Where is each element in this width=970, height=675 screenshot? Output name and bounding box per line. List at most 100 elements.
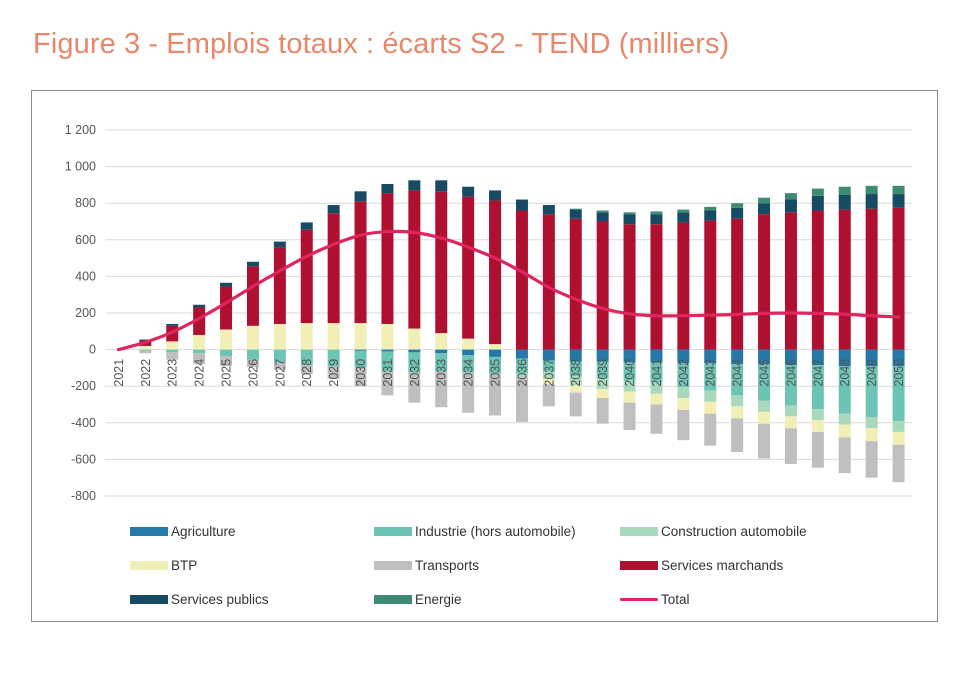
bar-segment-industrie-hors-automobile <box>892 366 905 421</box>
x-tick-label: 2025 <box>220 359 234 387</box>
bar-segment-industrie-hors-automobile <box>408 352 421 373</box>
bar-segment-transports <box>838 437 851 474</box>
bar-segment-industrie-hors-automobile <box>515 358 528 374</box>
legend-item-services-marchands: Services marchands <box>620 558 783 573</box>
bar-segment-construction-automobile <box>623 380 636 392</box>
bar-segment-services-publics <box>892 194 905 208</box>
legend-item-transports: Transports <box>374 558 479 573</box>
bar-segment-industrie-hors-automobile <box>623 362 636 381</box>
bar-segment-services-publics <box>462 186 475 197</box>
y-tick-label: 200 <box>75 306 96 320</box>
bar-stack-2031 <box>381 183 394 396</box>
bar-segment-construction-automobile <box>731 395 744 407</box>
bar-segment-btp <box>596 388 609 399</box>
bar-segment-industrie-hors-automobile <box>811 365 824 410</box>
bar-segment-services-publics <box>408 180 421 191</box>
bar-segment-services-publics <box>865 194 878 209</box>
bar-stack-2039 <box>596 210 609 424</box>
bar-segment-btp <box>623 391 636 403</box>
y-tick-label: -600 <box>71 452 96 466</box>
bar-segment-agriculture <box>758 349 771 365</box>
bar-segment-services-marchands <box>811 210 824 350</box>
bar-segment-agriculture <box>408 349 421 353</box>
bar-segment-transports <box>139 350 152 354</box>
legend-swatch-agriculture <box>130 527 168 536</box>
bar-segment-industrie-hors-automobile <box>246 349 259 360</box>
bar-segment-btp <box>166 341 179 350</box>
bar-segment-construction-automobile <box>542 371 555 379</box>
bar-stack-2032 <box>408 180 421 403</box>
x-tick-label: 2038 <box>569 359 583 387</box>
legend-swatch-construction-automobile <box>620 527 658 536</box>
bar-segment-energie <box>623 212 636 215</box>
bar-segment-btp <box>193 334 206 350</box>
x-tick-label: 2032 <box>408 359 422 387</box>
y-tick-label: 1 000 <box>65 160 96 174</box>
bar-segment-construction-automobile <box>838 413 851 425</box>
bar-segment-btp <box>542 378 555 385</box>
bar-stack-2041 <box>650 211 663 434</box>
bar-segment-services-marchands <box>435 191 448 334</box>
bar-segment-industrie-hors-automobile <box>354 350 367 368</box>
legend-item-services-publics: Services publics <box>130 592 269 607</box>
bar-segment-industrie-hors-automobile <box>462 355 475 373</box>
bar-segment-services-publics <box>731 207 744 219</box>
bar-segment-btp <box>704 401 717 414</box>
bar-segment-industrie-hors-automobile <box>193 349 206 354</box>
bar-segment-services-publics <box>704 210 717 221</box>
bar-segment-industrie-hors-automobile <box>865 366 878 418</box>
bar-segment-agriculture <box>731 349 744 365</box>
bar-segment-transports <box>542 384 555 407</box>
bar-segment-industrie-hors-automobile <box>677 363 690 388</box>
bar-segment-agriculture <box>354 349 367 351</box>
bar-segment-services-marchands <box>731 218 744 350</box>
bar-segment-agriculture <box>569 349 582 362</box>
bar-segment-industrie-hors-automobile <box>139 349 152 351</box>
legend-label: Transports <box>415 558 480 573</box>
bar-stack-2047 <box>811 188 824 468</box>
bar-stack-2046 <box>784 193 797 464</box>
bar-segment-transports <box>381 371 394 396</box>
y-tick-label: -200 <box>71 379 96 393</box>
bar-stack-2049 <box>865 185 878 478</box>
bar-segment-industrie-hors-automobile <box>569 361 582 377</box>
bar-segment-construction-automobile <box>677 387 690 399</box>
bar-segment-btp <box>784 416 797 429</box>
bar-segment-transports <box>408 372 421 403</box>
bar-segment-services-publics <box>166 323 179 326</box>
y-tick-label: 600 <box>75 233 96 247</box>
bar-segment-energie <box>704 206 717 211</box>
bar-segment-services-publics <box>784 199 797 213</box>
x-tick-label: 2039 <box>596 359 610 387</box>
legend-label: BTP <box>171 558 198 573</box>
bar-segment-industrie-hors-automobile <box>650 362 663 383</box>
bar-segment-transports <box>435 371 448 408</box>
bar-stack-2043 <box>704 206 717 446</box>
bar-segment-industrie-hors-automobile <box>731 364 744 396</box>
total-line <box>116 229 901 352</box>
bar-segment-services-marchands <box>246 266 259 326</box>
bar-segment-construction-automobile <box>596 377 609 389</box>
total-line-group <box>116 229 901 352</box>
bar-segment-services-marchands <box>354 201 367 324</box>
bar-segment-industrie-hors-automobile <box>273 349 286 363</box>
bar-stack-2024 <box>193 304 206 365</box>
bar-segment-services-publics <box>220 282 233 287</box>
bar-stack-2042 <box>677 209 690 441</box>
bar-segment-services-publics <box>300 222 313 230</box>
legend-item-construction-automobile: Construction automobile <box>620 524 807 539</box>
bar-segment-energie <box>650 211 663 215</box>
bar-stack-2044 <box>731 203 744 453</box>
bar-segment-btp <box>892 431 905 445</box>
bar-segment-services-publics <box>381 183 394 194</box>
bar-segment-energie <box>677 209 690 213</box>
bar-segment-services-publics <box>758 203 771 215</box>
x-tick-label: 2043 <box>704 359 718 387</box>
bar-stack-2027 <box>273 241 286 370</box>
x-tick-label: 2050 <box>892 359 906 387</box>
bar-segment-transports <box>462 372 475 413</box>
bar-segment-agriculture <box>865 349 878 367</box>
bar-segment-transports <box>166 352 179 360</box>
bar-segment-services-marchands <box>381 193 394 324</box>
bar-stack-2029 <box>327 205 340 379</box>
